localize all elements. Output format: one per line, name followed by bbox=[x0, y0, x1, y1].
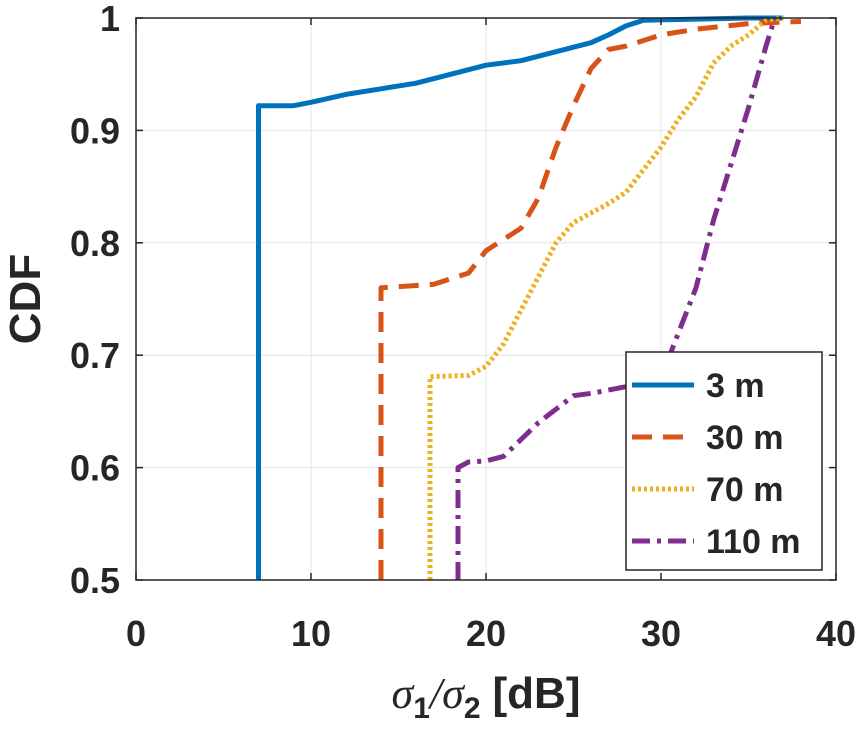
legend-label: 110 m bbox=[706, 523, 801, 561]
y-tick-label: 0.9 bbox=[70, 110, 120, 151]
series-line-70-m bbox=[427, 15, 784, 580]
x-axis-label: σ1/σ2 [dB] bbox=[392, 669, 581, 725]
x-label-slash: / bbox=[427, 669, 446, 718]
legend-label: 3 m bbox=[706, 367, 765, 405]
x-label-subscript-2: 2 bbox=[464, 692, 481, 725]
x-tick-label: 10 bbox=[291, 613, 331, 654]
y-tick-labels: 0.5 0.6 0.7 0.8 0.9 1 bbox=[70, 0, 120, 601]
x-label-sigma-1: σ bbox=[392, 669, 416, 718]
y-axis-label: CDF bbox=[1, 254, 50, 344]
series-layer bbox=[256, 15, 802, 580]
x-tick-labels: 0 10 20 30 40 bbox=[126, 613, 856, 654]
y-tick-label: 0.6 bbox=[70, 448, 120, 489]
y-tick-label: 0.7 bbox=[70, 335, 120, 376]
y-tick-label: 1 bbox=[100, 0, 120, 39]
x-label-unit: [dB] bbox=[493, 669, 581, 718]
series-line-3-m bbox=[256, 15, 784, 580]
legend-label: 70 m bbox=[706, 471, 784, 509]
series-line-30-m bbox=[378, 18, 802, 580]
legend: 3 m 30 m 70 m 110 m bbox=[625, 351, 823, 571]
x-label-subscript-1: 1 bbox=[413, 692, 430, 725]
x-tick-label: 30 bbox=[641, 613, 681, 654]
series-line-110-m bbox=[455, 17, 778, 580]
legend-label: 30 m bbox=[706, 419, 784, 457]
y-tick-label: 0.8 bbox=[70, 223, 120, 264]
tick-marks bbox=[135, 17, 837, 581]
x-label-sigma-2: σ bbox=[442, 669, 466, 718]
legend-box bbox=[625, 351, 823, 571]
x-tick-label: 20 bbox=[466, 613, 506, 654]
x-tick-label: 0 bbox=[126, 613, 146, 654]
y-tick-label: 0.5 bbox=[70, 560, 120, 601]
x-tick-label: 40 bbox=[816, 613, 856, 654]
